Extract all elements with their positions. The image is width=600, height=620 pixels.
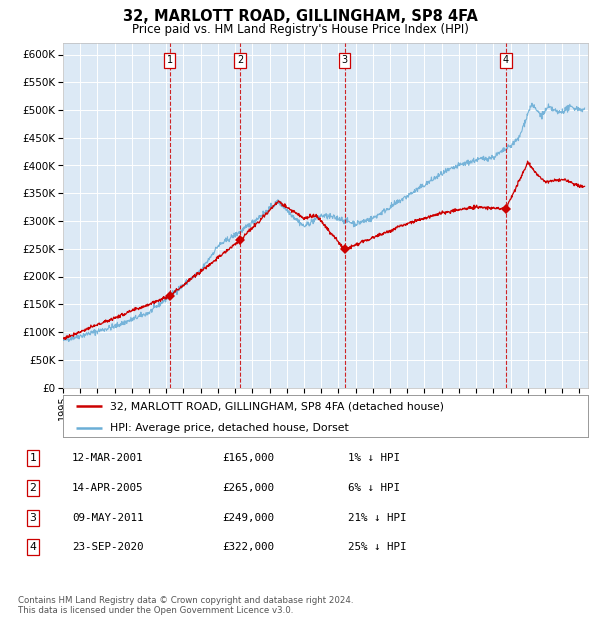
Text: 2: 2: [29, 483, 37, 493]
Text: 21% ↓ HPI: 21% ↓ HPI: [348, 513, 407, 523]
Text: £322,000: £322,000: [222, 542, 274, 552]
Text: Contains HM Land Registry data © Crown copyright and database right 2024.
This d: Contains HM Land Registry data © Crown c…: [18, 596, 353, 615]
Text: 3: 3: [341, 55, 347, 66]
Text: £265,000: £265,000: [222, 483, 274, 493]
Text: 1: 1: [29, 453, 37, 463]
Text: 4: 4: [503, 55, 509, 66]
Text: 12-MAR-2001: 12-MAR-2001: [72, 453, 143, 463]
Text: £249,000: £249,000: [222, 513, 274, 523]
Text: 1: 1: [166, 55, 173, 66]
Text: 32, MARLOTT ROAD, GILLINGHAM, SP8 4FA (detached house): 32, MARLOTT ROAD, GILLINGHAM, SP8 4FA (d…: [110, 401, 444, 411]
Text: 09-MAY-2011: 09-MAY-2011: [72, 513, 143, 523]
Text: 2: 2: [237, 55, 243, 66]
Text: HPI: Average price, detached house, Dorset: HPI: Average price, detached house, Dors…: [110, 423, 349, 433]
Text: 3: 3: [29, 513, 37, 523]
Text: Price paid vs. HM Land Registry's House Price Index (HPI): Price paid vs. HM Land Registry's House …: [131, 23, 469, 36]
Text: 23-SEP-2020: 23-SEP-2020: [72, 542, 143, 552]
Text: 6% ↓ HPI: 6% ↓ HPI: [348, 483, 400, 493]
Text: 25% ↓ HPI: 25% ↓ HPI: [348, 542, 407, 552]
Text: 32, MARLOTT ROAD, GILLINGHAM, SP8 4FA: 32, MARLOTT ROAD, GILLINGHAM, SP8 4FA: [122, 9, 478, 24]
Text: 4: 4: [29, 542, 37, 552]
Text: 1% ↓ HPI: 1% ↓ HPI: [348, 453, 400, 463]
Text: 14-APR-2005: 14-APR-2005: [72, 483, 143, 493]
Text: £165,000: £165,000: [222, 453, 274, 463]
